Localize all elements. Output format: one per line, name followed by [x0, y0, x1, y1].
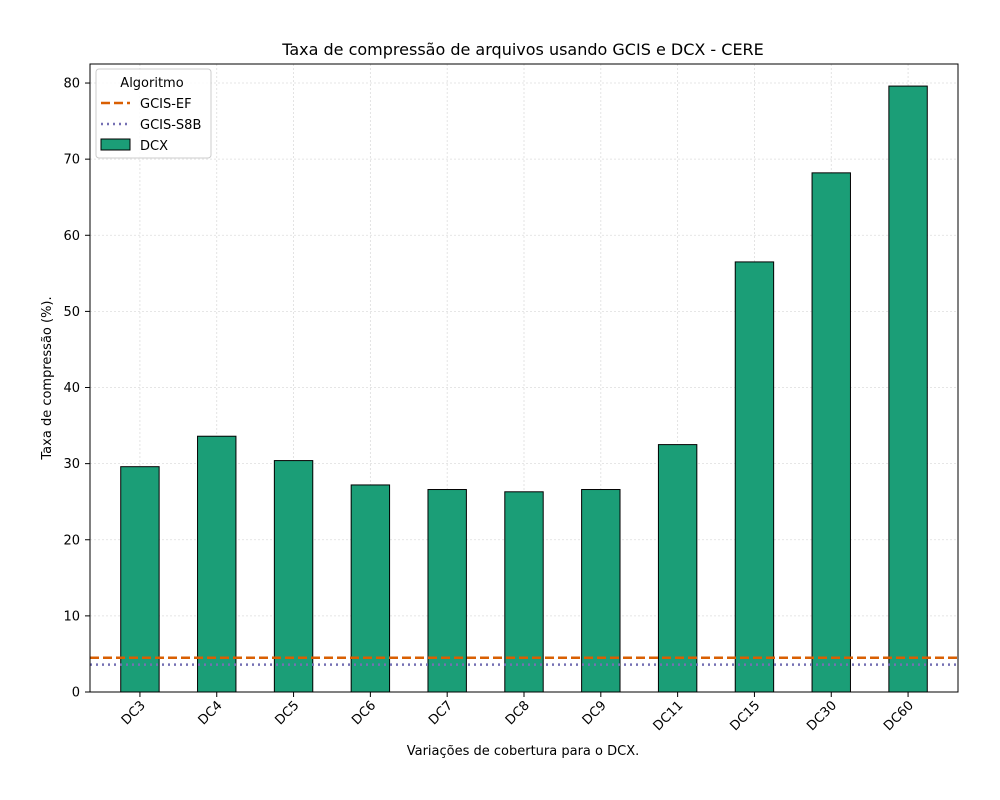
y-tick-label: 0	[72, 686, 80, 701]
bar-dc15	[735, 262, 773, 692]
y-tick-label: 80	[63, 77, 80, 92]
legend-label-gcis-s8b: GCIS-S8B	[140, 118, 201, 133]
x-tick-label: DC6	[349, 698, 379, 728]
x-tick-label: DC8	[503, 698, 533, 728]
x-tick-label: DC7	[426, 698, 456, 728]
bar-dc3	[121, 467, 159, 692]
x-tick-label: DC11	[651, 698, 687, 734]
bar-dc4	[198, 436, 236, 692]
y-tick-label: 50	[63, 305, 80, 320]
bar-dc9	[582, 490, 620, 692]
chart-title: Taxa de compressão de arquivos usando GC…	[281, 40, 764, 59]
bar-dc8	[505, 492, 543, 692]
y-axis-label: Taxa de compressão (%).	[40, 296, 55, 460]
y-tick-label: 70	[63, 153, 80, 168]
x-tick-label: DC15	[727, 698, 763, 734]
bar-dc11	[658, 445, 696, 692]
y-tick-label: 40	[63, 381, 80, 396]
y-tick-label: 20	[63, 533, 80, 548]
x-axis-label: Variações de cobertura para o DCX.	[407, 744, 640, 759]
x-tick-label: DC60	[881, 698, 917, 734]
y-axis-ticks: 0 10 20 30 40 50 60 70 80	[63, 77, 90, 701]
legend: Algoritmo GCIS-EF GCIS-S8B DCX	[96, 69, 211, 158]
bar-dc6	[351, 485, 389, 692]
x-tick-label: DC5	[272, 698, 302, 728]
legend-label-gcis-ef: GCIS-EF	[140, 97, 192, 112]
x-tick-label: DC4	[196, 698, 226, 728]
x-tick-label: DC9	[580, 698, 610, 728]
y-tick-label: 30	[63, 457, 80, 472]
x-axis-ticks: DC3 DC4 DC5 DC6 DC7 DC8 DC9 DC11 DC15 DC30 DC60	[119, 692, 917, 734]
bar-dc7	[428, 490, 466, 692]
y-tick-label: 10	[63, 609, 80, 624]
legend-title: Algoritmo	[120, 76, 183, 91]
y-tick-label: 60	[63, 229, 80, 244]
bar-dc60	[889, 86, 927, 692]
x-tick-label: DC30	[804, 698, 840, 734]
legend-label-dcx: DCX	[140, 139, 168, 154]
bar-dc30	[812, 173, 850, 692]
x-tick-label: DC3	[119, 698, 149, 728]
legend-swatch-dcx	[101, 139, 130, 150]
